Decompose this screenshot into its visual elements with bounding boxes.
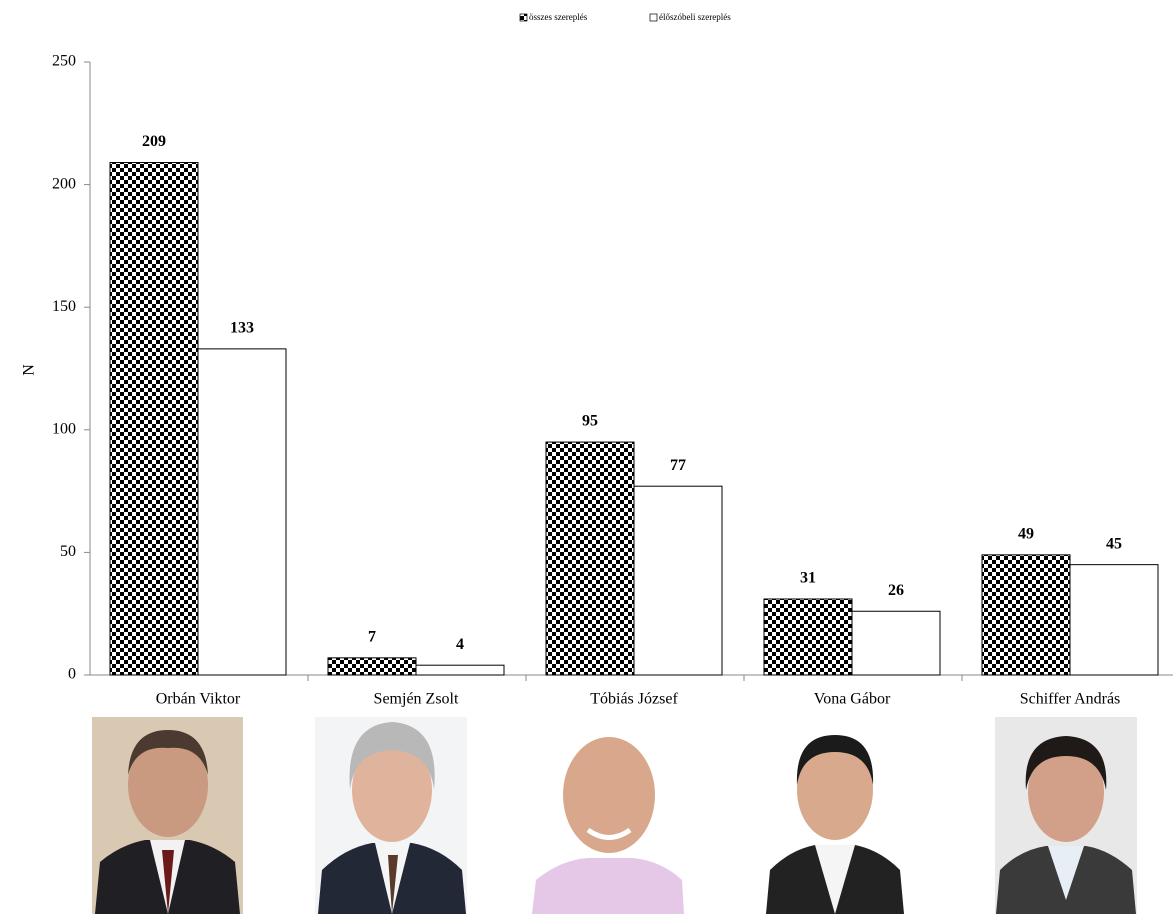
legend-swatch — [649, 13, 658, 22]
y-tick-label: 150 — [52, 298, 76, 315]
x-tick-label: Tóbiás József — [590, 691, 678, 708]
value-label: 26 — [888, 582, 904, 599]
portrait — [530, 717, 686, 914]
y-tick-label: 100 — [52, 420, 76, 437]
legend-label: élőszóbeli szereplés — [659, 12, 731, 22]
value-label: 45 — [1106, 535, 1122, 552]
value-label: 133 — [230, 320, 254, 337]
y-tick-label: 0 — [68, 666, 76, 683]
bar — [763, 598, 853, 676]
value-label: 49 — [1018, 526, 1034, 543]
y-axis-label: N — [21, 364, 38, 376]
value-label: 95 — [582, 413, 598, 430]
y-tick-label: 250 — [52, 53, 76, 70]
bar — [109, 162, 199, 676]
x-tick-label: Schiffer András — [1020, 691, 1121, 708]
bar — [327, 657, 417, 676]
legend-swatch — [519, 13, 528, 22]
legend-label: összes szereplés — [529, 12, 588, 22]
bar — [981, 554, 1071, 676]
bar — [851, 610, 941, 676]
portrait — [92, 717, 243, 914]
x-tick-label: Vona Gábor — [814, 691, 891, 708]
bar — [545, 441, 635, 676]
portrait — [765, 717, 905, 914]
bar — [633, 485, 723, 676]
y-tick-label: 200 — [52, 175, 76, 192]
value-label: 31 — [800, 570, 816, 587]
bar — [415, 664, 505, 676]
y-tick-label: 50 — [60, 543, 76, 560]
value-label: 7 — [368, 629, 376, 646]
value-label: 209 — [142, 133, 166, 150]
value-label: 4 — [456, 636, 464, 653]
value-label: 77 — [670, 457, 686, 474]
portrait — [315, 717, 467, 914]
portraits — [92, 717, 1137, 914]
x-tick-label: Semjén Zsolt — [374, 691, 459, 708]
x-tick-label: Orbán Viktor — [156, 691, 241, 708]
bar — [1069, 564, 1159, 676]
portrait — [995, 717, 1137, 914]
bar — [197, 348, 287, 676]
